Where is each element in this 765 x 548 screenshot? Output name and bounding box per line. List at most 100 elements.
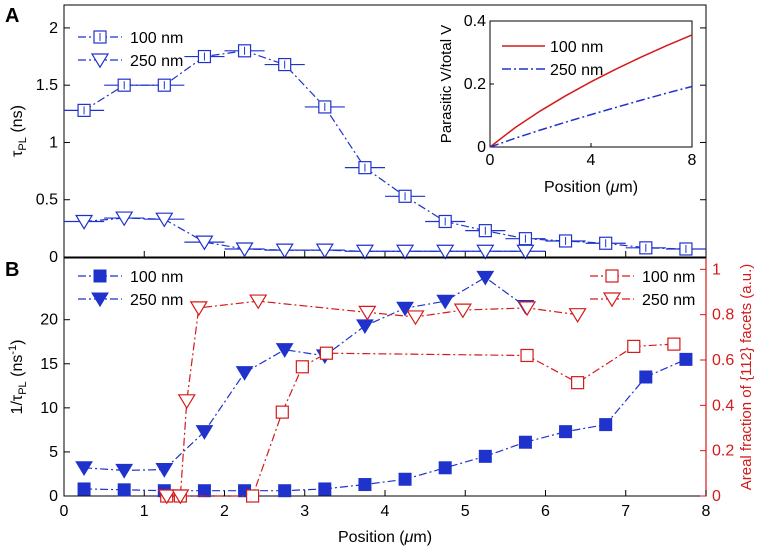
legend-b-r100-label: 100 nm — [642, 269, 695, 286]
b-s100-point-14 — [639, 370, 653, 384]
inset-legend-250-label: 250 nm — [550, 62, 603, 79]
b-r100-point-6 — [520, 348, 534, 363]
b-r100-point-2 — [245, 489, 260, 503]
a-s250-point-6 — [315, 243, 334, 259]
inset-legend-100-label: 100 nm — [550, 39, 603, 56]
b-s250-point-0 — [75, 461, 93, 476]
b-s250-point-9 — [436, 294, 455, 310]
a-ytick-label-2: 1 — [49, 134, 58, 151]
panel-b-yticks-right: 0 0.2 0.4 0.6 0.8 1 — [700, 261, 734, 505]
b-r250-point-3 — [189, 301, 208, 317]
b-r250-point-9 — [568, 308, 587, 324]
panel-b-label: B — [5, 259, 19, 281]
a-ytick-label-0: 0 — [49, 249, 58, 266]
b-s250-point-4 — [235, 366, 254, 381]
b-rytick-label-1: 0.2 — [712, 443, 734, 460]
b-xtick-label-3: 3 — [300, 503, 309, 520]
b-ytick-label-0: 0 — [49, 488, 58, 505]
b-r250-point-5 — [358, 305, 377, 321]
b-r250-point-2 — [177, 394, 196, 410]
b-xtick-label-2: 2 — [220, 503, 229, 520]
b-s100-point-11 — [518, 435, 532, 449]
inset-xlabel-main: Position ( — [544, 179, 611, 196]
legend-b-r250-glyph — [590, 292, 634, 308]
panel-b-ylabel-close: ) — [9, 340, 26, 345]
panel-b-xlabel-end: m) — [413, 529, 432, 546]
a-s250-point-0 — [74, 214, 94, 230]
panel-b-xlabel: Position (μm) — [338, 529, 432, 546]
b-rytick-label-2: 0.4 — [712, 397, 734, 414]
in-xtick-label-2: 8 — [688, 152, 697, 169]
panel-a: 0 0.5 1 1.5 2 τPL (ns) 100 nm 250 nm — [9, 4, 707, 266]
panel-a-ylabel-unit: (ns) — [9, 105, 26, 137]
b-xtick-label-1: 1 — [140, 503, 149, 520]
panel-b-ylabel-sub: PL — [17, 381, 29, 394]
panel-b-legend-left: 100 nm 250 nm — [78, 269, 183, 309]
legb100-marker — [93, 269, 107, 283]
panel-a-ylabel-main: τ — [9, 150, 26, 157]
b-r250-point-8 — [517, 301, 537, 317]
panel-a-label: A — [5, 5, 19, 27]
b-r250-point-4 — [249, 294, 268, 310]
panel-b-ylabel-sup: -1 — [7, 345, 19, 355]
b-s100-point-1 — [117, 483, 131, 497]
panel-a-ylabel: τPL (ns) — [9, 105, 29, 157]
in-ytick-label-2: 0.4 — [464, 13, 486, 30]
b-r100-point-4 — [295, 360, 309, 374]
a-s250-point-11 — [516, 244, 535, 260]
panel-b-series-100-right — [160, 337, 681, 503]
panel-a-series-250 — [64, 211, 546, 260]
b-xtick-label-7: 7 — [621, 503, 630, 520]
b-ytick-label-1: 5 — [49, 444, 58, 461]
b-s100-point-8 — [398, 472, 412, 486]
a-s100-line — [83, 50, 686, 250]
a-s250-point-5 — [275, 243, 294, 259]
b-s100-line — [84, 358, 687, 492]
panel-b-xlabel-main: Position ( — [338, 529, 405, 546]
inset-line-100 — [489, 34, 693, 148]
inset-frame — [489, 20, 693, 148]
legend-a-100-glyph — [78, 30, 122, 44]
b-s100-point-15 — [679, 352, 693, 366]
b-xtick-label-6: 6 — [541, 503, 550, 520]
b-s100-point-7 — [358, 478, 372, 492]
a-s250-point-9 — [436, 244, 455, 260]
a-ytick-label-1: 0.5 — [36, 192, 58, 209]
a-s250-point-3 — [195, 235, 214, 251]
a-s250-point-8 — [395, 244, 415, 260]
b-r100-point-7 — [570, 376, 585, 390]
a-s250-point-2 — [155, 212, 174, 228]
in-ytick-label-1: 0.2 — [464, 76, 486, 93]
b-ytick-label-3: 15 — [40, 356, 58, 373]
b-s250-point-2 — [155, 463, 174, 478]
b-xtick-label-5: 5 — [461, 503, 470, 520]
inset-xlabel: Position (μm) — [544, 179, 638, 196]
b-rytick-label-5: 1 — [712, 261, 721, 278]
b-r100-point-8 — [627, 339, 641, 353]
b-rytick-label-3: 0.6 — [712, 352, 734, 369]
panel-b-xlabel-mu: μ — [404, 529, 414, 546]
a-s250-line — [84, 217, 526, 252]
panel-a-yticks: 0 0.5 1 1.5 2 — [36, 20, 706, 266]
b-s100-point-5 — [278, 484, 292, 498]
panel-b-series-100-left — [77, 352, 693, 498]
b-rytick-label-0: 0 — [712, 488, 721, 505]
panel-b-yticks-left: 0 5 10 15 20 — [40, 312, 70, 505]
b-xtick-label-4: 4 — [381, 503, 390, 520]
in-xtick-label-0: 0 — [486, 152, 495, 169]
legend-a-250-glyph — [78, 53, 122, 69]
b-s250-point-8 — [396, 301, 414, 317]
b-r250-point-7 — [453, 303, 472, 319]
inset-line-250 — [489, 85, 693, 148]
b-ytick-label-4: 20 — [40, 312, 58, 329]
b-rytick-label-4: 0.8 — [712, 307, 734, 324]
b-r250-point-6 — [406, 310, 425, 326]
b-s100-point-12 — [559, 425, 573, 439]
a-s250-point-4 — [235, 242, 254, 258]
legend-b-r250-label: 250 nm — [642, 292, 695, 309]
panel-b-legend-right: 100 nm 250 nm — [590, 269, 695, 309]
legbr100-marker — [605, 269, 619, 283]
panel-a-ylabel-text: τPL (ns) — [9, 105, 29, 157]
a-s250-point-1 — [115, 211, 134, 227]
b-r250-line — [166, 300, 578, 497]
